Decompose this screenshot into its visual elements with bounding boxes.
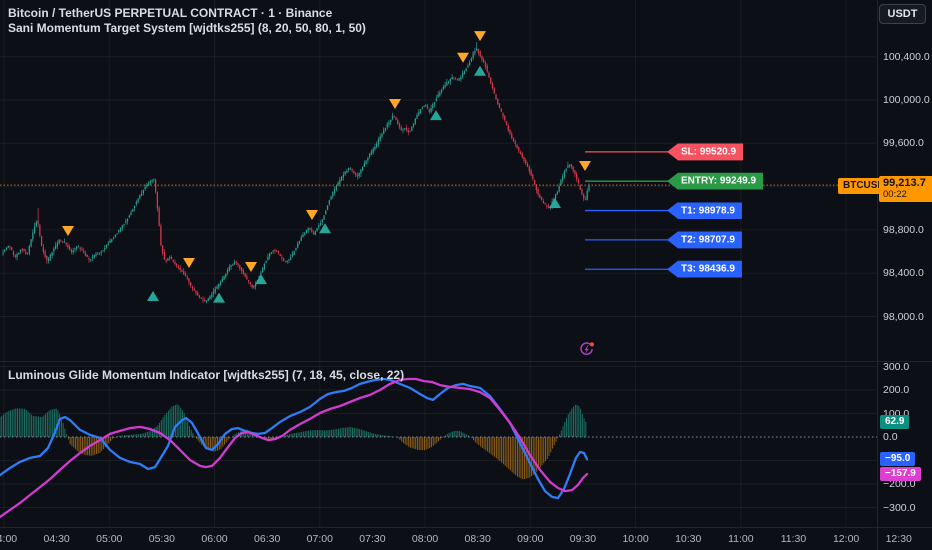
sell-signal-markers bbox=[62, 31, 591, 273]
price-axis-label: 98,400.0 bbox=[883, 267, 924, 280]
buy-signal-marker bbox=[147, 290, 159, 301]
indicator-value-badge: −95.0 bbox=[880, 452, 916, 467]
time-axis-label[interactable]: 09:30 bbox=[569, 533, 597, 545]
price-axis-label: 99,600.0 bbox=[883, 137, 924, 150]
time-axis-label[interactable]: 12:00 bbox=[832, 533, 860, 545]
time-axis-label[interactable]: 05:30 bbox=[148, 533, 176, 545]
time-axis-label[interactable]: 07:00 bbox=[306, 533, 333, 545]
time-axis-label[interactable]: 04:00 bbox=[0, 533, 18, 545]
current-price-badge: 99,213.7 00:22 bbox=[879, 176, 932, 202]
time-axis-label[interactable]: 10:00 bbox=[622, 533, 649, 545]
t2-label[interactable]: T2: 98707.9 bbox=[667, 231, 742, 249]
time-axis-label[interactable]: 12:30 bbox=[885, 533, 912, 545]
time-axis-label[interactable]: 07:30 bbox=[359, 533, 386, 545]
buy-signal-marker bbox=[549, 198, 561, 209]
time-axis-label[interactable]: 06:30 bbox=[254, 533, 281, 545]
buy-signal-marker bbox=[213, 292, 225, 303]
symbol-title[interactable]: Bitcoin / TetherUS PERPETUAL CONTRACT · … bbox=[8, 6, 333, 20]
bar-countdown: 00:22 bbox=[883, 189, 907, 200]
sell-signal-marker bbox=[474, 31, 486, 42]
indicator-axis-label: 0.0 bbox=[883, 431, 898, 443]
price-axis-label: 98,000.0 bbox=[883, 310, 924, 323]
lightning-bolt-icon bbox=[584, 345, 589, 354]
price-axis-label: 100,000.0 bbox=[883, 94, 930, 106]
time-axis-label[interactable]: 05:00 bbox=[96, 533, 123, 545]
time-axis-label[interactable]: 09:00 bbox=[517, 533, 544, 545]
alert-dot-icon bbox=[589, 342, 594, 347]
sell-signal-marker bbox=[457, 52, 469, 63]
indicator-value-badge: −157.9 bbox=[880, 467, 921, 482]
price-axis-label: 100,400.0 bbox=[883, 50, 930, 63]
signal-flash-icon[interactable] bbox=[578, 341, 595, 358]
buy-signal-marker bbox=[319, 223, 331, 234]
price-axis[interactable] bbox=[877, 0, 932, 527]
time-axis-label[interactable]: 08:00 bbox=[411, 533, 439, 545]
sell-signal-marker bbox=[183, 258, 195, 269]
buy-signal-marker bbox=[255, 274, 267, 285]
time-axis-label[interactable]: 06:00 bbox=[201, 533, 228, 545]
time-axis-label[interactable]: 04:30 bbox=[43, 533, 70, 545]
sell-signal-marker bbox=[245, 262, 257, 273]
time-axis-label[interactable]: 10:30 bbox=[675, 533, 702, 545]
time-axis-label[interactable]: 11:00 bbox=[728, 533, 754, 545]
buy-signal-marker bbox=[430, 110, 442, 121]
circular-arrow-icon bbox=[580, 342, 593, 356]
buy-signal-markers bbox=[147, 65, 561, 303]
buy-signal-marker bbox=[474, 65, 486, 76]
current-price-value: 99,213.7 bbox=[883, 177, 926, 189]
sell-signal-marker bbox=[62, 225, 74, 236]
momentum-indicator-title[interactable]: Luminous Glide Momentum Indicator [wjdtk… bbox=[8, 368, 405, 382]
indicator-axis-label: 300.0 bbox=[883, 360, 910, 373]
t1-label[interactable]: T1: 98978.9 bbox=[667, 202, 742, 220]
price-axis-label: 98,800.0 bbox=[883, 223, 924, 236]
indicator-axis-label: 200.0 bbox=[883, 384, 910, 396]
t3-label[interactable]: T3: 98436.9 bbox=[667, 260, 742, 278]
time-axis-label[interactable]: 11:30 bbox=[780, 533, 807, 545]
sell-signal-marker bbox=[389, 99, 401, 110]
time-axis-label[interactable]: 08:30 bbox=[464, 533, 491, 545]
sell-signal-marker bbox=[579, 161, 591, 172]
entry-label[interactable]: ENTRY: 99249.9 bbox=[667, 172, 764, 190]
indicator-value-badge: 62.9 bbox=[880, 415, 910, 430]
currency-toggle-button[interactable]: USDT bbox=[879, 4, 926, 24]
sl-label[interactable]: SL: 99520.9 bbox=[667, 143, 744, 161]
strategy-indicator-title[interactable]: Sani Momentum Target System [wjdtks255] … bbox=[8, 21, 366, 35]
sell-signal-marker bbox=[306, 209, 318, 220]
candlestick-series bbox=[2, 42, 590, 304]
gridlines bbox=[0, 0, 877, 527]
indicator-axis-label: −300.0 bbox=[883, 501, 916, 514]
momentum-line-slow bbox=[0, 377, 589, 519]
